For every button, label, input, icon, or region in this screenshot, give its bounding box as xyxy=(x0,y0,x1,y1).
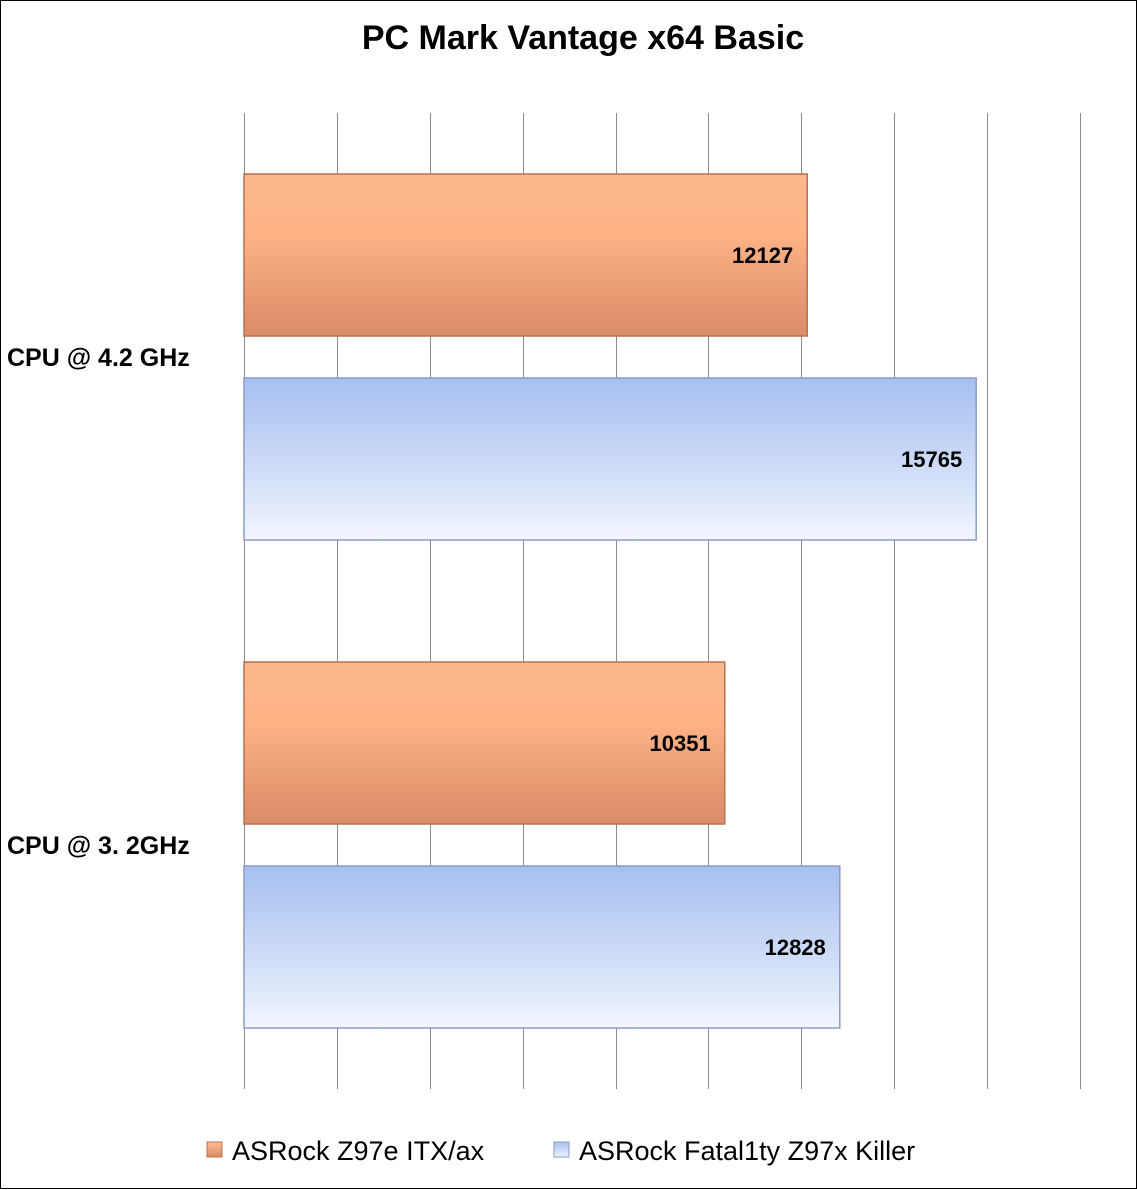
data-label: 12828 xyxy=(765,935,826,960)
legend-swatch xyxy=(553,1141,570,1158)
chart-title: PC Mark Vantage x64 Basic xyxy=(362,19,804,57)
bar xyxy=(243,377,977,541)
legend: ASRock Z97e ITX/ax ASRock Fatal1ty Z97x K… xyxy=(206,1136,915,1166)
data-label: 12127 xyxy=(732,243,793,268)
legend-label: ASRock Z97e ITX/ax xyxy=(232,1136,485,1166)
bars xyxy=(243,173,977,1029)
bar xyxy=(243,865,841,1029)
legend-label: ASRock Fatal1ty Z97x Killer xyxy=(579,1136,915,1166)
category-label: CPU @ 4.2 GHz xyxy=(7,344,190,372)
category-label: CPU @ 3. 2GHz xyxy=(7,832,190,860)
legend-swatch xyxy=(206,1141,223,1158)
bar xyxy=(243,661,726,825)
labels: 12127 15765 CPU @ 4.2 GHz 10351 12828 CPU @ 3… xyxy=(7,243,962,960)
bar xyxy=(243,173,808,337)
data-label: 10351 xyxy=(650,731,711,756)
data-label: 15765 xyxy=(901,447,962,472)
